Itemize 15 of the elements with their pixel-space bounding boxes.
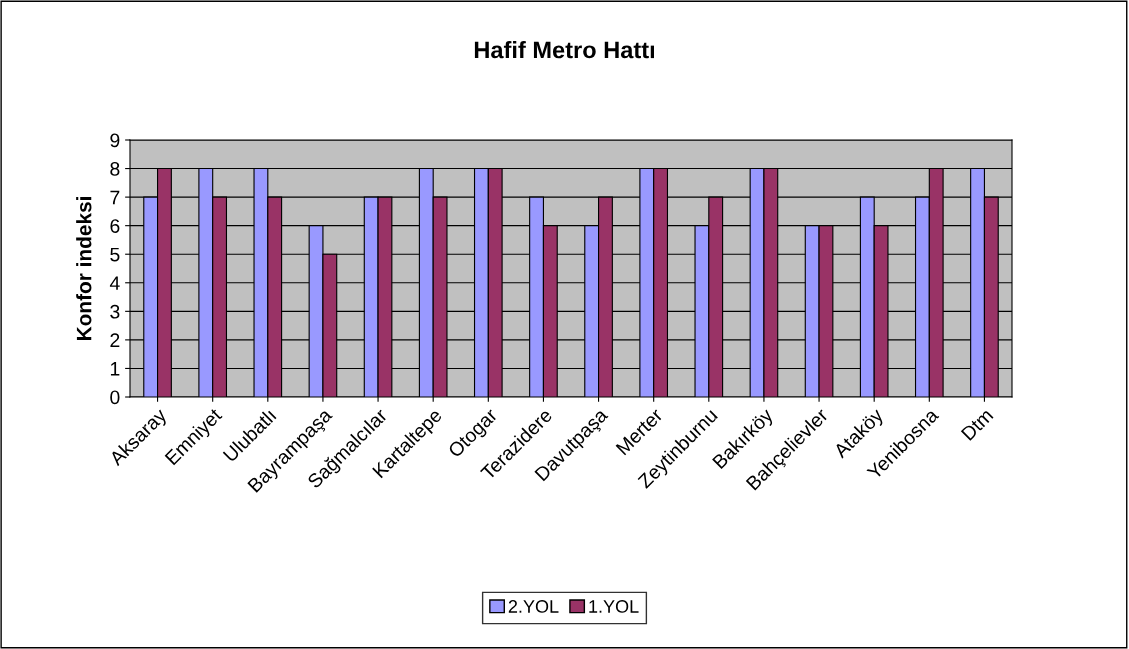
y-tick-label: 8 bbox=[110, 162, 120, 176]
y-tick-label: 1 bbox=[110, 362, 120, 376]
x-tick-label: Dtm bbox=[960, 408, 994, 441]
y-tick-label: 6 bbox=[110, 219, 120, 233]
y-tick-label: 0 bbox=[110, 390, 120, 405]
y-tick-label: 3 bbox=[110, 304, 120, 319]
legend-label: 1.YOL bbox=[589, 600, 639, 613]
y-tick-label: 9 bbox=[110, 133, 120, 148]
y-tick-label: 4 bbox=[109, 276, 120, 290]
y-tick-label: 5 bbox=[110, 247, 120, 262]
y-tick-label: 2 bbox=[110, 333, 120, 347]
chart-title: Hafif Metro Hattı bbox=[474, 41, 655, 59]
legend-label: 2.YOL bbox=[508, 600, 559, 613]
y-axis-title: Konfor indeksi bbox=[76, 197, 92, 341]
y-tick-label: 7 bbox=[110, 190, 120, 205]
